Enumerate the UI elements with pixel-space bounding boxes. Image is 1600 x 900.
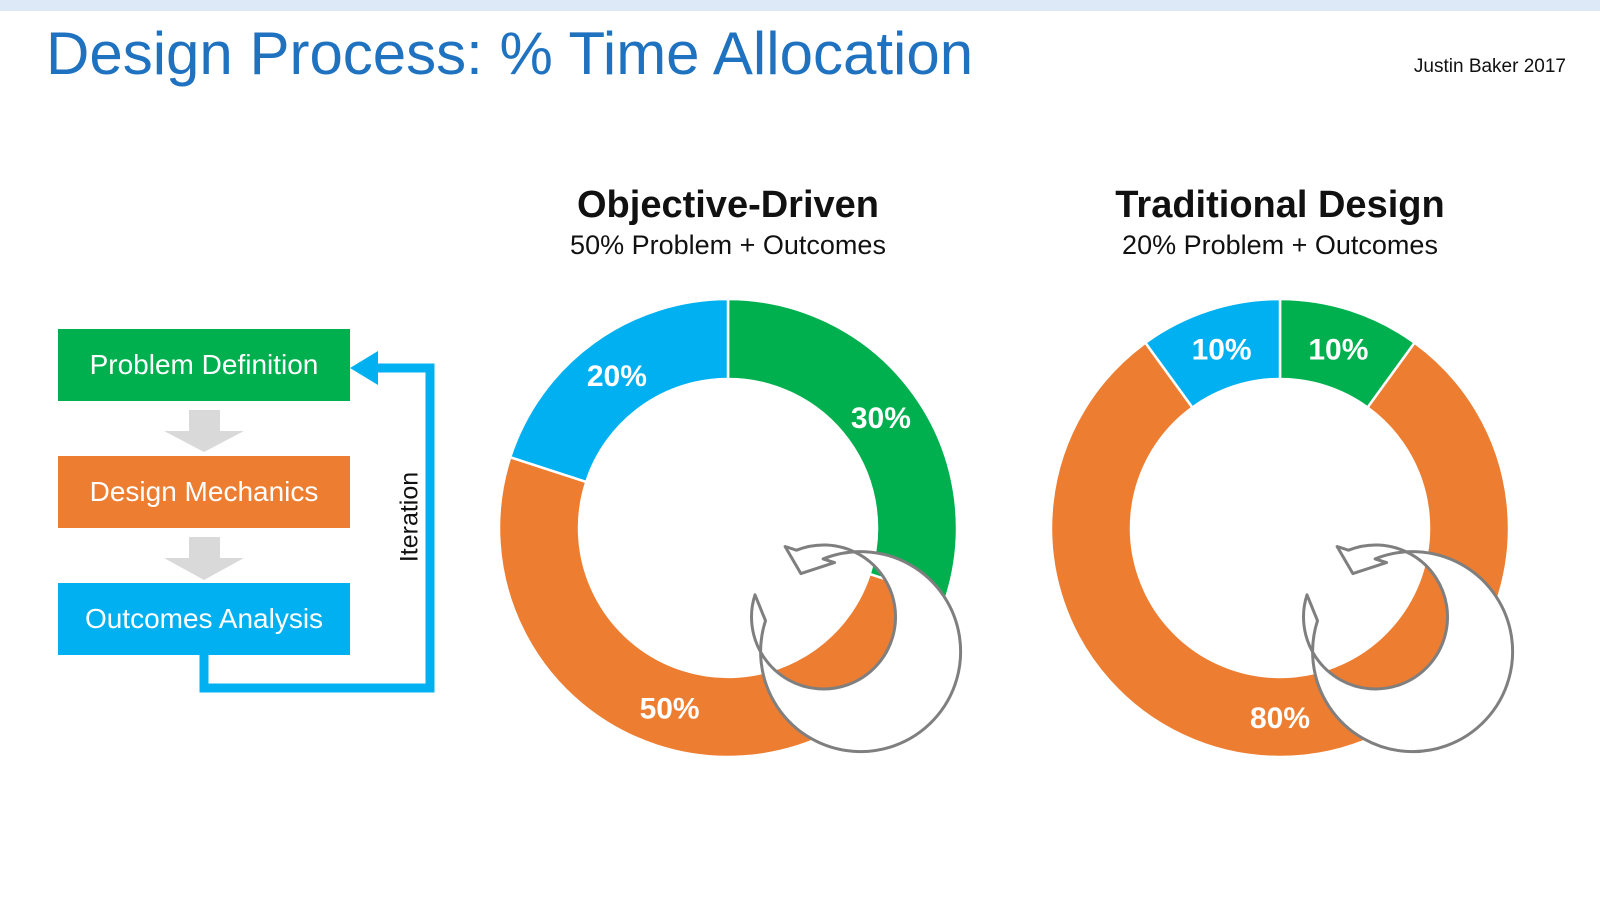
iteration-arrowhead-icon	[350, 351, 378, 385]
chart-heading-objective-driven: Objective-Driven 50% Problem + Outcomes	[468, 183, 988, 263]
step-down-arrow-icon	[164, 410, 244, 452]
cycle-arrow-icon	[750, 543, 963, 754]
chart-title: Objective-Driven	[577, 184, 879, 226]
donut-slice-design-mechanics	[497, 455, 948, 759]
process-step-outcomes-analysis: Outcomes Analysis	[58, 583, 350, 655]
donut-slice-outcomes-analysis	[1143, 297, 1282, 410]
process-step-problem-definition: Problem Definition	[58, 329, 350, 401]
chart-subtitle: 50% Problem + Outcomes	[570, 230, 886, 260]
process-step-design-mechanics: Design Mechanics	[58, 456, 350, 528]
author-credit: Justin Baker 2017	[1413, 56, 1566, 77]
step-down-arrow-icon	[164, 537, 244, 580]
slice-data-label: 50%	[640, 693, 700, 726]
chart-heading-traditional-design: Traditional Design 20% Problem + Outcome…	[1020, 183, 1540, 263]
chart-title: Traditional Design	[1115, 184, 1445, 226]
chart-subtitle: 20% Problem + Outcomes	[1122, 230, 1438, 260]
cycle-arrow-icon	[1302, 543, 1515, 754]
slice-data-label: 20%	[587, 360, 647, 393]
top-strip	[0, 0, 1600, 11]
slice-data-label: 10%	[1308, 333, 1368, 366]
iteration-loop-line	[199, 363, 435, 693]
slice-data-label: 80%	[1250, 702, 1310, 735]
slice-data-label: 30%	[851, 402, 911, 435]
slide-title: Design Process: % Time Allocation	[46, 20, 974, 87]
donut-slice-problem-definition	[726, 297, 959, 601]
donut-slice-outcomes-analysis	[508, 297, 730, 484]
slice-data-label: 10%	[1192, 333, 1252, 366]
